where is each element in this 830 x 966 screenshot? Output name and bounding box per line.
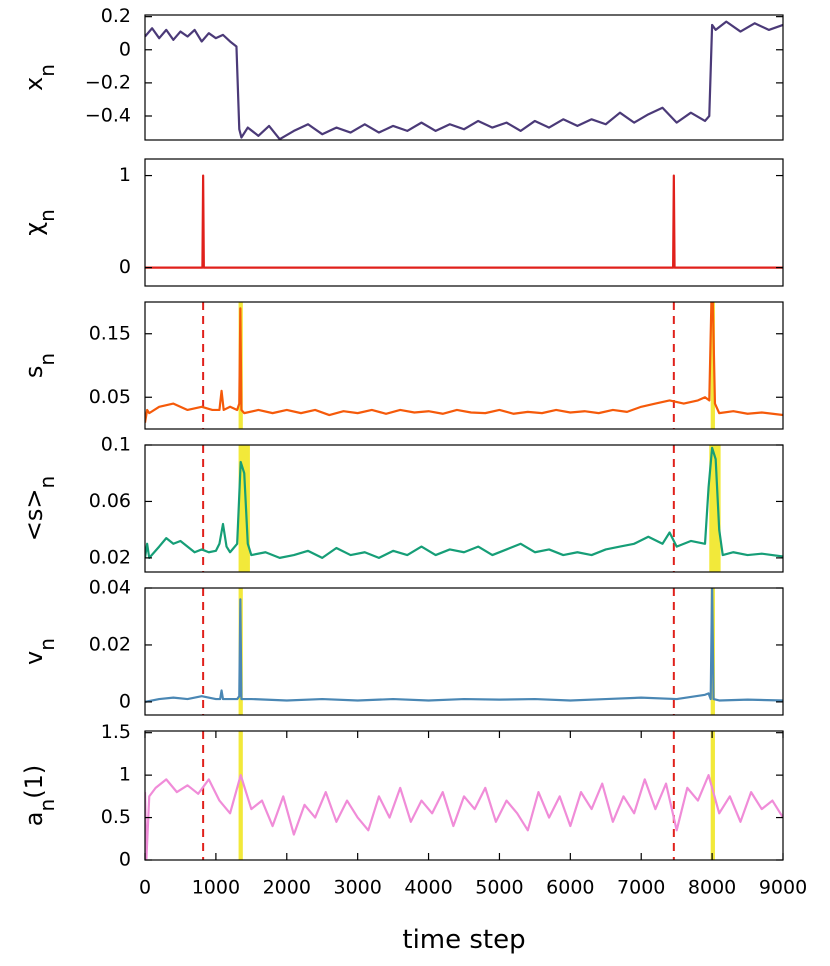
y-tick-label: 0.1	[101, 434, 131, 456]
y-axis-label: an(1)	[20, 765, 59, 826]
y-tick-label: 1	[119, 764, 131, 786]
y-axis-label-part: x	[20, 77, 48, 91]
y-axis-label-part: n	[35, 353, 59, 366]
highlight-span	[710, 731, 715, 860]
y-tick-label: −0.4	[85, 104, 131, 126]
y-axis-label-part: v	[20, 651, 48, 665]
y-tick-label: 0.2	[101, 5, 131, 27]
x-tick-label: 7000	[617, 877, 665, 899]
y-tick-label: 1.5	[101, 721, 131, 743]
y-axis-label-part: <s>	[20, 488, 48, 541]
y-tick-label: 0	[119, 849, 131, 871]
y-axis-label-part: n	[35, 476, 59, 489]
y-tick-label: 0	[119, 256, 131, 278]
y-tick-label: −0.2	[85, 71, 131, 93]
data-line	[145, 588, 783, 703]
y-axis-label-part: n	[35, 638, 59, 651]
x-tick-label: 0	[139, 877, 151, 899]
x-tick-label: 9000	[759, 877, 807, 899]
y-tick-label: 0.06	[89, 490, 131, 512]
plot-frame	[144, 158, 784, 287]
y-axis-label-part: s	[20, 366, 48, 379]
data-line	[145, 20, 783, 140]
y-tick-label: 1	[119, 164, 131, 186]
y-tick-label: 0.15	[89, 322, 131, 344]
plot-frame	[144, 444, 784, 573]
plot-frame	[144, 14, 784, 141]
y-tick-label: 0.05	[89, 386, 131, 408]
y-axis-label-part: (1)	[20, 765, 48, 799]
y-axis-label-part: n	[35, 209, 59, 222]
highlight-span	[710, 302, 715, 429]
y-axis-label: <s>n	[20, 476, 59, 541]
x-tick-label: 8000	[688, 877, 736, 899]
plot-frame	[144, 301, 784, 430]
y-tick-label: 0.04	[89, 577, 131, 599]
data-line	[145, 174, 783, 269]
y-tick-label: 0.5	[101, 806, 131, 828]
plot-frame	[144, 587, 784, 716]
y-tick-label: 0.02	[89, 546, 131, 568]
y-axis-label: xn	[20, 64, 59, 91]
highlight-span	[709, 445, 721, 572]
highlight-span	[238, 731, 243, 860]
x-tick-label: 5000	[475, 877, 523, 899]
plot-frame	[144, 730, 784, 861]
y-tick-label: 0.02	[89, 633, 131, 655]
y-axis-label-part: a	[20, 811, 48, 826]
y-tick-label: 0	[119, 38, 131, 60]
y-axis-label: vn	[20, 638, 59, 665]
highlight-span	[238, 445, 250, 572]
x-tick-label: 2000	[263, 877, 311, 899]
y-axis-label-part: χ	[20, 222, 48, 236]
y-axis-label-part: n	[35, 64, 59, 77]
x-tick-label: 6000	[546, 877, 594, 899]
data-line	[145, 446, 783, 559]
y-tick-label: 0	[119, 690, 131, 712]
y-axis-label: sn	[20, 353, 59, 378]
x-tick-label: 1000	[192, 877, 240, 899]
x-axis-label: time step	[402, 925, 525, 955]
data-line	[145, 302, 783, 423]
x-tick-label: 4000	[404, 877, 452, 899]
y-axis-label-part: n	[35, 799, 59, 812]
x-tick-label: 3000	[333, 877, 381, 899]
y-axis-label: χn	[20, 209, 59, 236]
data-line	[145, 774, 783, 860]
